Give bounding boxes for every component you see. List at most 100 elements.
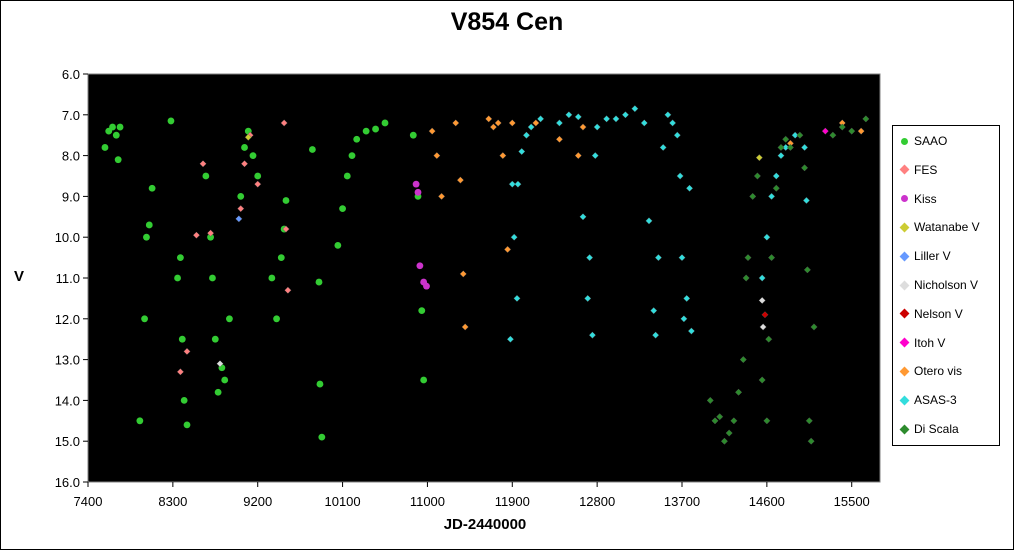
point-otero-vis <box>438 192 446 200</box>
y-tick-label: 13.0 <box>55 353 80 368</box>
point-saao <box>348 152 356 160</box>
point-saao <box>101 144 109 151</box>
legend-marker <box>899 424 910 434</box>
point-fes <box>241 160 248 168</box>
point-fes <box>280 119 288 127</box>
y-tick-label: 8.0 <box>62 149 80 164</box>
legend-item: Kiss <box>901 190 937 208</box>
point-kiss <box>423 282 430 290</box>
point-itoh-v <box>821 127 829 135</box>
point-saao <box>316 380 324 388</box>
point-asas-3 <box>591 152 599 160</box>
point-asas-3 <box>680 315 688 323</box>
x-tick-label: 10100 <box>324 494 360 509</box>
point-saao <box>183 421 191 429</box>
legend-marker <box>901 137 908 145</box>
point-di-scala <box>862 115 870 123</box>
point-saao <box>409 131 417 139</box>
x-tick-label: 8300 <box>158 494 187 509</box>
point-asas-3 <box>687 327 695 335</box>
legend-marker <box>899 337 910 348</box>
point-asas-3 <box>574 113 582 121</box>
point-kiss <box>416 262 424 270</box>
legend-marker <box>899 164 910 175</box>
point-otero-vis <box>459 270 467 278</box>
legend-item: ASAS-3 <box>899 391 957 409</box>
legend-item: Otero vis <box>899 362 962 380</box>
point-di-scala <box>711 417 719 425</box>
point-di-scala <box>706 396 714 404</box>
point-asas-3 <box>772 172 780 180</box>
point-saao <box>178 335 186 343</box>
point-asas-3 <box>612 115 620 123</box>
legend-label: Liller V <box>914 249 951 264</box>
point-otero-vis <box>574 152 582 160</box>
point-saao <box>180 397 188 404</box>
point-saao <box>112 131 120 139</box>
point-di-scala <box>810 323 818 331</box>
legend-marker <box>899 395 910 406</box>
point-asas-3 <box>555 119 563 127</box>
point-liller-v <box>235 215 243 223</box>
point-di-scala <box>716 413 724 421</box>
y-axis-label: V <box>14 268 25 285</box>
point-saao <box>145 221 153 229</box>
point-saao <box>167 117 175 125</box>
point-saao <box>202 172 210 180</box>
point-saao <box>249 152 257 160</box>
point-nelson-v <box>761 311 769 319</box>
point-asas-3 <box>801 143 809 151</box>
point-asas-3 <box>673 131 681 139</box>
point-nicholson-v <box>759 323 767 331</box>
point-watanabe-v <box>244 133 252 141</box>
point-saao <box>353 135 361 143</box>
x-tick-label: 14600 <box>749 494 785 509</box>
point-asas-3 <box>518 148 526 156</box>
y-tick-label: 15.0 <box>55 434 80 449</box>
x-tick-label: 9200 <box>243 494 272 509</box>
point-di-scala <box>782 135 790 143</box>
point-otero-vis <box>494 119 502 127</box>
legend-label: Di Scala <box>914 422 959 436</box>
point-di-scala <box>765 335 773 343</box>
point-di-scala <box>749 192 757 200</box>
point-asas-3 <box>513 294 521 302</box>
point-saao <box>174 274 181 282</box>
legend-item: Nicholson V <box>899 276 978 294</box>
point-otero-vis <box>508 119 516 127</box>
point-saao <box>343 172 351 180</box>
point-saao <box>381 119 389 127</box>
point-di-scala <box>838 123 846 131</box>
point-kiss <box>412 180 420 188</box>
legend: SAAO FES Kiss Watanabe V Liller V Nicholson V… <box>892 125 1000 446</box>
point-kiss <box>414 188 422 196</box>
point-di-scala <box>805 417 813 425</box>
point-saao <box>141 315 148 323</box>
point-asas-3 <box>522 131 530 139</box>
legend-item: Nelson V <box>899 305 963 323</box>
point-saao <box>114 156 122 164</box>
legend-label: ASAS-3 <box>914 393 957 408</box>
point-otero-vis <box>555 135 563 143</box>
point-otero-vis <box>461 323 469 331</box>
point-di-scala <box>777 143 785 151</box>
legend-item: Itoh V <box>899 334 946 352</box>
point-saao <box>116 123 124 131</box>
point-saao <box>241 144 248 151</box>
point-fes <box>176 368 184 376</box>
point-di-scala <box>742 274 750 282</box>
legend-marker <box>899 251 910 262</box>
point-fes <box>282 225 290 233</box>
point-di-scala <box>796 131 804 139</box>
point-saao <box>254 172 262 180</box>
x-tick-label: 7400 <box>74 494 103 509</box>
legend-marker <box>901 195 908 203</box>
point-otero-vis <box>428 127 436 135</box>
legend-marker <box>899 308 910 319</box>
legend-item: SAAO <box>901 132 947 150</box>
legend-label: Itoh V <box>914 335 946 350</box>
point-saao <box>207 233 214 241</box>
point-asas-3 <box>593 123 601 131</box>
point-di-scala <box>720 437 728 445</box>
